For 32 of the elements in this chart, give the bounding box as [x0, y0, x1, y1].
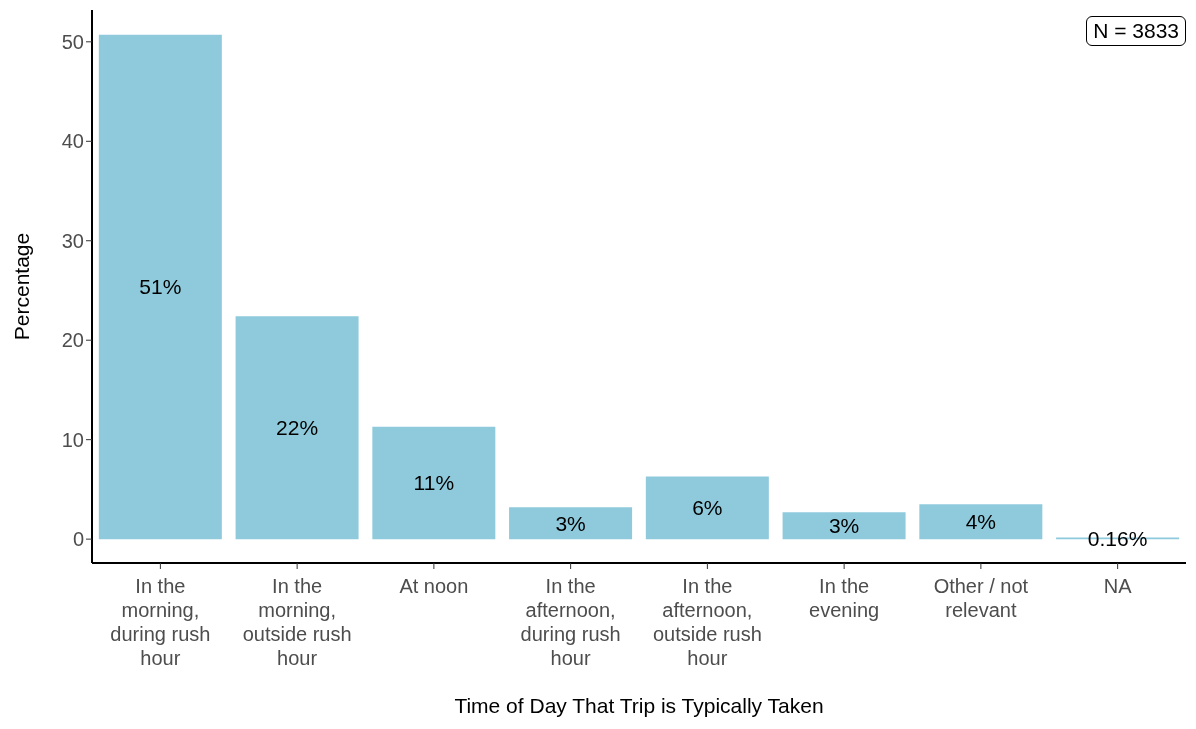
- bar: [645, 476, 769, 540]
- y-tick-label: 30: [61, 229, 84, 252]
- y-axis-title: Percentage: [10, 232, 34, 341]
- data-label: 4%: [965, 510, 997, 534]
- x-tick-label: NA: [1103, 575, 1133, 597]
- bar: [919, 504, 1043, 540]
- data-label: 3%: [828, 514, 860, 538]
- x-axis-title: Time of Day That Trip is Typically Taken: [454, 694, 824, 717]
- x-tick-label: At noon: [399, 575, 469, 597]
- data-label: 22%: [276, 416, 319, 440]
- y-tick-label: 10: [61, 428, 84, 451]
- bar: [372, 426, 496, 540]
- data-label: 3%: [555, 511, 586, 535]
- x-tick-label: In the morning, outside rush hour: [242, 575, 352, 669]
- data-label: 11%: [413, 471, 455, 495]
- y-tick-label: 20: [61, 329, 84, 352]
- y-tick-label: 40: [61, 130, 84, 153]
- data-label: 0.16%: [1087, 526, 1148, 550]
- x-tick-label: In the afternoon, outside rush hour: [652, 575, 762, 669]
- y-tick-label: 0: [72, 528, 84, 551]
- x-tick-label: In the morning, during rush hour: [110, 575, 211, 669]
- bar: [509, 507, 633, 540]
- bar: [235, 316, 359, 540]
- bar: [782, 512, 906, 540]
- bar: [98, 34, 222, 540]
- data-label: 51%: [139, 275, 182, 299]
- data-label: 6%: [692, 496, 723, 520]
- x-tick-label: In the afternoon, during rush hour: [520, 575, 621, 669]
- x-tick-label: In the evening: [809, 575, 880, 621]
- annotation: N = 3833: [1086, 16, 1186, 46]
- x-tick-label: Other / not relevant: [933, 575, 1029, 621]
- y-tick-label: 50: [61, 30, 84, 53]
